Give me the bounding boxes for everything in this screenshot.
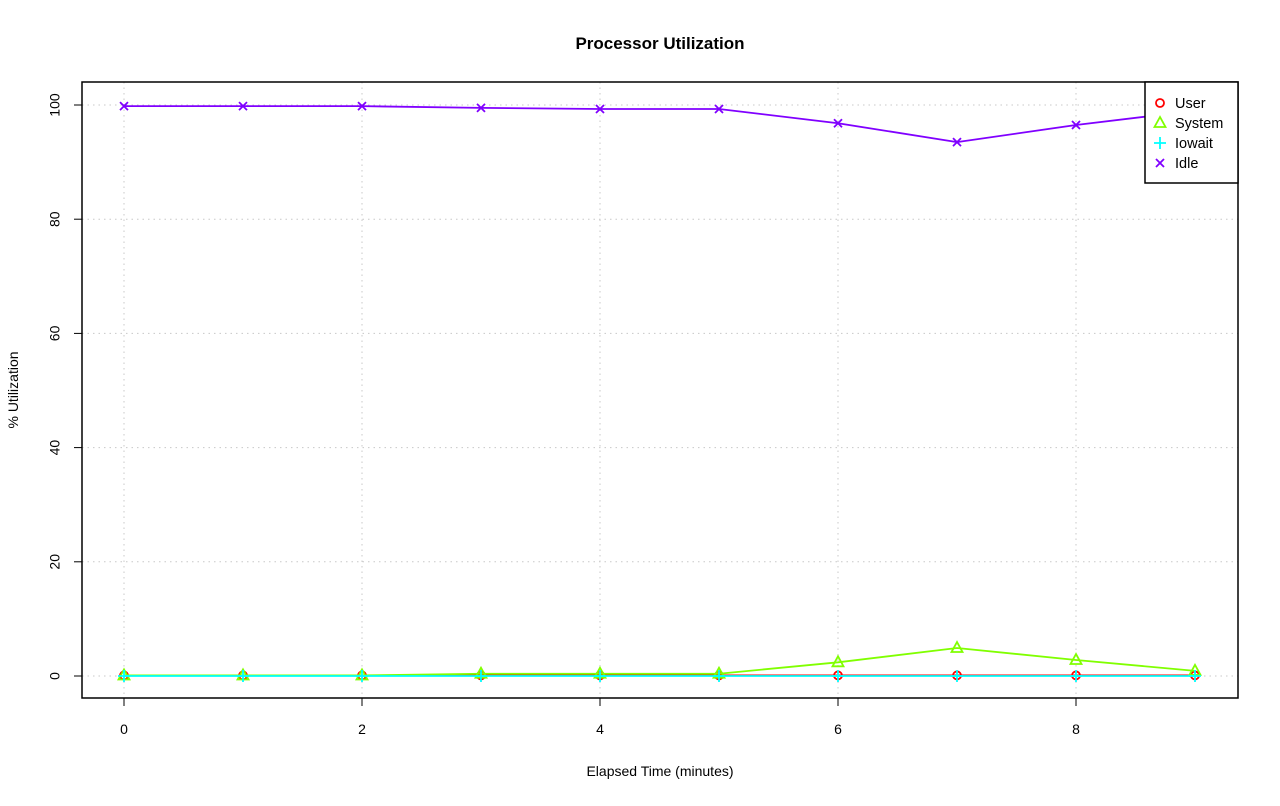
x-tick-label: 4 — [596, 721, 604, 737]
legend-label-iowait: Iowait — [1175, 136, 1213, 152]
series-system — [116, 640, 1203, 681]
data-point-idle — [238, 101, 248, 111]
series-line-system — [124, 647, 1196, 677]
data-point-system — [830, 654, 846, 668]
series-layer — [116, 101, 1203, 682]
legend: User System Iowait Idle — [1144, 81, 1239, 184]
data-point-idle — [1071, 120, 1081, 130]
data-point-idle — [714, 104, 724, 114]
chart-title: Processor Utilization — [575, 34, 744, 53]
series-iowait — [118, 670, 1201, 682]
legend-marker-user — [1155, 98, 1165, 108]
legend-label-user: User — [1175, 96, 1206, 112]
data-point-idle — [952, 137, 962, 147]
data-point-iowait — [1189, 670, 1201, 682]
data-point-iowait — [713, 670, 725, 682]
data-point-system — [1068, 652, 1084, 665]
legend-marker-system — [1152, 115, 1168, 128]
plot-frame — [81, 81, 1239, 699]
series-idle — [119, 101, 1200, 147]
data-point-idle — [119, 101, 129, 111]
y-tick-label: 20 — [47, 554, 63, 570]
y-tick-label: 60 — [47, 325, 63, 341]
data-point-system — [949, 640, 965, 653]
legend-marker-idle — [1155, 158, 1165, 168]
x-tick-label: 0 — [120, 721, 128, 737]
y-tick-label: 100 — [47, 93, 63, 117]
data-point-iowait — [118, 670, 130, 682]
data-point-idle — [833, 118, 843, 128]
data-point-iowait — [832, 670, 844, 682]
data-point-idle — [357, 101, 367, 111]
series-line-idle — [124, 105, 1196, 144]
data-point-iowait — [594, 670, 606, 682]
grid — [82, 82, 1238, 698]
x-tick-label: 6 — [834, 721, 842, 737]
x-tick-label: 8 — [1072, 721, 1080, 737]
data-point-iowait — [237, 670, 249, 682]
y-tick-label: 0 — [47, 672, 63, 680]
legend-marker-iowait — [1154, 137, 1166, 149]
legend-label-idle: Idle — [1175, 156, 1198, 172]
data-point-idle — [595, 104, 605, 114]
x-tick-label: 2 — [358, 721, 366, 737]
y-tick-label: 80 — [47, 211, 63, 227]
legend-label-system: System — [1175, 116, 1223, 132]
data-point-iowait — [1070, 670, 1082, 682]
data-point-idle — [476, 103, 486, 113]
data-point-iowait — [475, 670, 487, 682]
data-point-iowait — [951, 670, 963, 682]
y-tick-label: 40 — [47, 440, 63, 456]
y-axis-label: % Utilization — [5, 351, 21, 428]
x-axis-label: Elapsed Time (minutes) — [586, 763, 733, 779]
data-point-iowait — [356, 670, 368, 682]
